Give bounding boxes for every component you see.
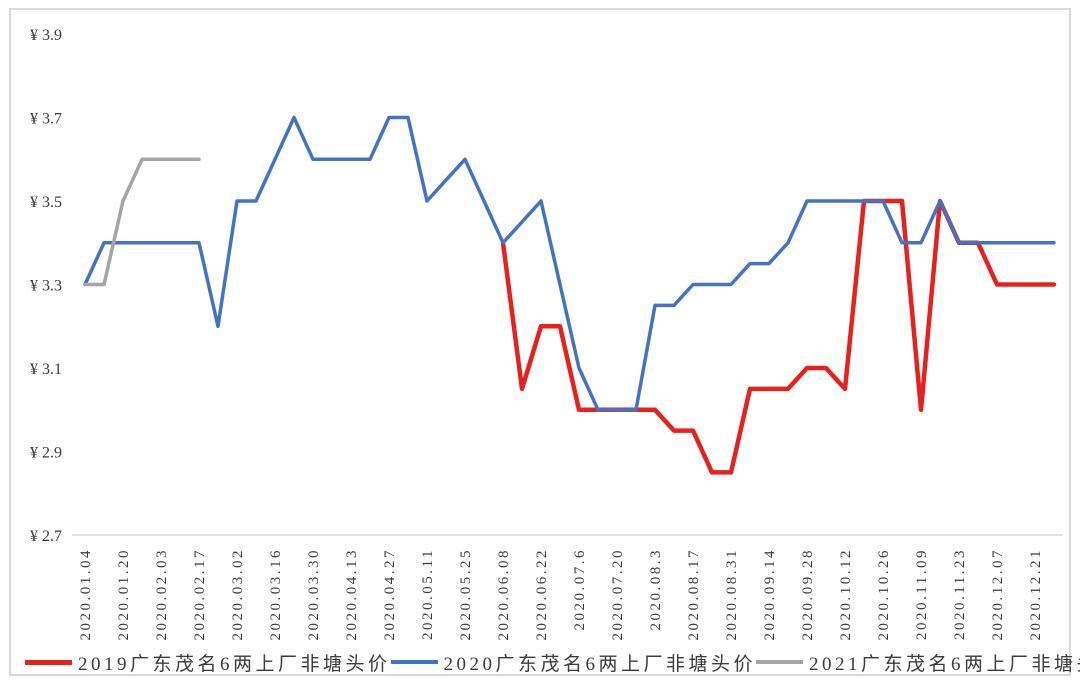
x-axis-tick-label: 2020.12.07 — [990, 548, 1006, 641]
x-axis-tick-label: 2020.05.25 — [458, 548, 474, 641]
x-axis-tick-label: 2020.03.30 — [306, 548, 322, 641]
legend-label-2021: 2021广东茂名6两上厂非塘头价 — [809, 653, 1080, 675]
x-axis-tick-label: 2020.08.17 — [686, 548, 702, 641]
x-axis-tick-label: 2020.05.11 — [420, 548, 436, 640]
x-axis-tick-label: 2020.12.21 — [1028, 548, 1044, 641]
x-axis-tick-label: 2020.07.6 — [572, 548, 588, 631]
legend-label-2020: 2020广东茂名6两上厂非塘头价 — [443, 653, 757, 675]
series-line-2020 — [83, 115, 1056, 412]
x-axis-tick-label: 2020.08.31 — [724, 548, 740, 641]
line-chart: ¥ 3.9 ¥ 3.7 ¥ 3.5 ¥ 3.3 ¥ 3.1 ¥ 2.9 ¥ 2.7 2020.… — [30, 27, 1062, 641]
x-axis-tick-label: 2020.03.02 — [230, 548, 246, 641]
y-axis-tick-label: ¥ 2.9 — [30, 445, 62, 462]
y-axis-tick-label: ¥ 3.1 — [30, 361, 62, 378]
x-axis-tick-label: 2020.09.28 — [800, 548, 816, 641]
legend-swatch-2019 — [25, 659, 72, 665]
x-axis-tick-label: 2020.02.17 — [192, 548, 208, 641]
x-axis-tick-label: 2020.10.26 — [876, 548, 892, 641]
x-axis-tick-label: 2020.10.12 — [838, 548, 854, 641]
x-axis-tick-label: 2020.04.13 — [344, 548, 360, 641]
legend-swatch-2021 — [756, 660, 804, 664]
chart-legend: 2019广东茂名6两上厂非塘头价 2020广东茂名6两上厂非塘头价 2021广东… — [25, 645, 1080, 679]
x-axis-tick-label: 2020.09.14 — [762, 548, 778, 641]
x-axis-tick-label: 2020.02.03 — [154, 548, 170, 641]
y-axis-tick-label: ¥ 3.9 — [30, 27, 62, 44]
x-axis-tick-label: 2020.06.22 — [534, 548, 550, 641]
x-axis-tick-label: 2020.03.16 — [268, 548, 284, 641]
y-axis-tick-label: ¥ 3.3 — [30, 278, 62, 295]
x-axis-tick-label: 2020.04.27 — [382, 548, 398, 641]
x-axis-tick-label: 2020.06.08 — [496, 548, 512, 641]
legend-label-2019: 2019广东茂名6两上厂非塘头价 — [78, 653, 391, 675]
x-axis-tick-label: 2020.08.3 — [648, 548, 664, 631]
x-axis-tick-label: 2020.11.23 — [952, 548, 968, 640]
y-axis-tick-label: ¥ 3.5 — [30, 194, 62, 211]
x-axis-tick-label: 2020.07.20 — [610, 548, 626, 641]
y-axis-tick-label: ¥ 3.7 — [30, 111, 62, 128]
series-line-2021 — [83, 157, 201, 287]
legend-swatch-2020 — [390, 660, 438, 664]
x-axis-tick-label: 2020.11.09 — [914, 548, 930, 640]
legend-item-2019: 2019广东茂名6两上厂非塘头价 — [25, 649, 391, 676]
legend-item-2020: 2020广东茂名6两上厂非塘头价 — [390, 649, 757, 676]
x-axis-tick-label: 2020.01.04 — [78, 548, 94, 641]
legend-item-2021: 2021广东茂名6两上厂非塘头价 — [756, 649, 1080, 676]
x-axis-tick-label: 2020.01.20 — [116, 548, 132, 641]
y-axis-tick-label: ¥ 2.7 — [30, 528, 62, 545]
